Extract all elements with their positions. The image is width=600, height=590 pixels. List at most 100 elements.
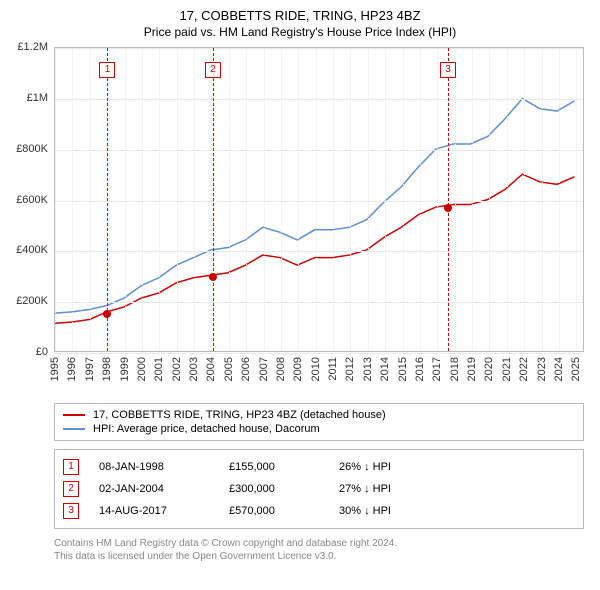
x-axis-label: 1998 — [101, 357, 113, 381]
sale-price: £155,000 — [229, 461, 319, 473]
gridline-v — [455, 48, 456, 351]
gridline-v — [55, 48, 56, 351]
legend-row: 17, COBBETTS RIDE, TRING, HP23 4BZ (deta… — [63, 408, 575, 422]
page-subtitle: Price paid vs. HM Land Registry's House … — [12, 25, 588, 39]
gridline-v — [90, 48, 91, 351]
gridline-v — [298, 48, 299, 351]
x-axis-label: 2022 — [518, 357, 530, 381]
x-axis-label: 2014 — [379, 357, 391, 381]
marker-line — [107, 48, 108, 351]
gridline-v — [194, 48, 195, 351]
x-axis-label: 2019 — [466, 357, 478, 381]
footer-attribution: Contains HM Land Registry data © Crown c… — [54, 537, 584, 563]
x-axis-label: 2007 — [258, 357, 270, 381]
gridline-h — [55, 353, 583, 354]
x-axis-label: 1995 — [49, 357, 61, 381]
gridline-v — [385, 48, 386, 351]
sale-date: 08-JAN-1998 — [99, 461, 209, 473]
marker-box: 2 — [205, 62, 221, 78]
x-axis-label: 2003 — [188, 357, 200, 381]
gridline-v — [264, 48, 265, 351]
gridline-v — [142, 48, 143, 351]
sale-price: £570,000 — [229, 505, 319, 517]
x-axis-label: 2011 — [327, 357, 339, 381]
gridline-h — [55, 48, 583, 49]
x-axis-label: 2023 — [536, 357, 548, 381]
x-axis-label: 2006 — [240, 357, 252, 381]
gridline-v — [125, 48, 126, 351]
gridline-h — [55, 201, 583, 202]
gridline-h — [55, 150, 583, 151]
sale-date: 02-JAN-2004 — [99, 483, 209, 495]
gridline-h — [55, 302, 583, 303]
sale-delta: 27% ↓ HPI — [339, 483, 391, 495]
gridline-v — [559, 48, 560, 351]
gridline-v — [229, 48, 230, 351]
gridline-v — [437, 48, 438, 351]
x-axis-label: 2001 — [153, 357, 165, 381]
marker-dot — [444, 204, 452, 212]
gridline-v — [177, 48, 178, 351]
x-axis-label: 1997 — [84, 357, 96, 381]
x-axis-label: 2004 — [205, 357, 217, 381]
y-axis-label: £800K — [16, 143, 48, 155]
sale-row: 314-AUG-2017£570,00030% ↓ HPI — [63, 500, 575, 522]
gridline-v — [576, 48, 577, 351]
gridline-v — [368, 48, 369, 351]
sale-price: £300,000 — [229, 483, 319, 495]
x-axis-label: 2021 — [501, 357, 513, 381]
page-title: 17, COBBETTS RIDE, TRING, HP23 4BZ — [12, 8, 588, 23]
gridline-v — [524, 48, 525, 351]
gridline-v — [507, 48, 508, 351]
x-axis-label: 2000 — [136, 357, 148, 381]
gridline-v — [281, 48, 282, 351]
y-axis-label: £200K — [16, 295, 48, 307]
y-axis-label: £600K — [16, 194, 48, 206]
x-axis-label: 2018 — [449, 357, 461, 381]
chart: 123 £0£200K£400K£600K£800K£1M£1.2M199519… — [12, 47, 588, 397]
sales-table: 1 08-JAN-1998 £155,000 26% ↓ HPI 2 02-JAN-200… — [54, 449, 584, 529]
sale-marker-box: 3 — [63, 503, 79, 519]
x-axis-label: 2017 — [431, 357, 443, 381]
gridline-v — [420, 48, 421, 351]
marker-line — [448, 48, 449, 351]
legend-swatch — [63, 414, 85, 416]
x-axis-label: 2025 — [570, 357, 582, 381]
y-axis-label: £1M — [27, 92, 48, 104]
footer-line: Contains HM Land Registry data © Crown c… — [54, 537, 584, 550]
marker-box: 1 — [99, 62, 115, 78]
chart-lines — [55, 48, 583, 351]
plot-area: 123 — [54, 47, 584, 352]
gridline-v — [333, 48, 334, 351]
gridline-v — [316, 48, 317, 351]
y-axis-label: £1.2M — [17, 41, 48, 53]
legend-label: HPI: Average price, detached house, Daco… — [93, 423, 320, 435]
x-axis-label: 1999 — [119, 357, 131, 381]
x-axis-label: 2013 — [362, 357, 374, 381]
x-axis-label: 1996 — [66, 357, 78, 381]
footer-line: This data is licensed under the Open Gov… — [54, 550, 584, 563]
gridline-v — [350, 48, 351, 351]
sale-marker-box: 1 — [63, 459, 79, 475]
x-axis-label: 2015 — [397, 357, 409, 381]
x-axis-label: 2024 — [553, 357, 565, 381]
gridline-v — [489, 48, 490, 351]
gridline-h — [55, 99, 583, 100]
sale-row: 2 02-JAN-2004 £300,000 27% ↓ HPI — [63, 478, 575, 500]
marker-dot — [103, 310, 111, 318]
sale-marker-box: 2 — [63, 481, 79, 497]
x-axis-label: 2020 — [483, 357, 495, 381]
gridline-v — [246, 48, 247, 351]
sale-delta: 30% ↓ HPI — [339, 505, 391, 517]
gridline-h — [55, 251, 583, 252]
gridline-v — [542, 48, 543, 351]
legend-label: 17, COBBETTS RIDE, TRING, HP23 4BZ (deta… — [93, 409, 386, 421]
x-axis-label: 2002 — [171, 357, 183, 381]
marker-line — [213, 48, 214, 351]
sale-delta: 26% ↓ HPI — [339, 461, 391, 473]
gridline-v — [159, 48, 160, 351]
gridline-v — [403, 48, 404, 351]
x-axis-label: 2009 — [292, 357, 304, 381]
x-axis-label: 2005 — [223, 357, 235, 381]
sale-row: 1 08-JAN-1998 £155,000 26% ↓ HPI — [63, 456, 575, 478]
